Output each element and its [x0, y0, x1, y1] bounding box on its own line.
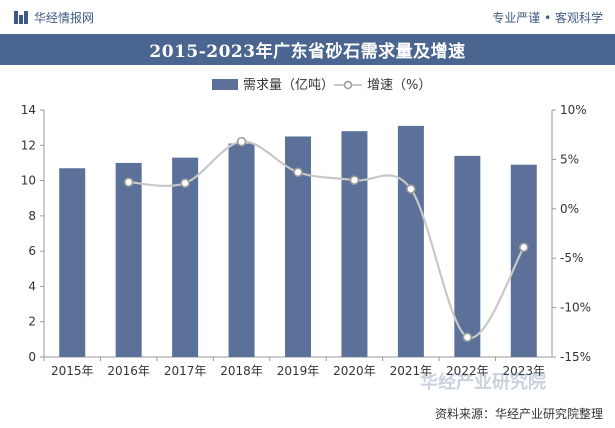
x-tick-label: 2023年 — [503, 364, 546, 378]
growth-point-2018年 — [236, 136, 247, 147]
growth-point-2019年 — [293, 167, 303, 178]
tagline: 专业严谨 • 客观科学 — [492, 11, 603, 25]
x-tick-label: 2015年 — [51, 364, 94, 378]
y-right-tick-label: 10% — [560, 103, 587, 117]
x-tick-label: 2021年 — [390, 364, 433, 378]
x-tick-label: 2022年 — [446, 364, 489, 378]
x-tick-label: 2016年 — [107, 364, 150, 378]
legend-label-growth: 增速（%） — [367, 78, 431, 93]
header-bar: 华经情报网 专业严谨 • 客观科学 — [0, 0, 615, 34]
growth-point-2017年 — [180, 178, 190, 188]
x-tick-label: 2020年 — [333, 364, 376, 378]
brand-name: 华经情报网 — [34, 11, 95, 25]
y-left-tick-label: 4 — [28, 279, 36, 293]
bar-2016年 — [115, 162, 142, 357]
growth-point-2016年 — [123, 177, 134, 187]
bar-2015年 — [59, 168, 86, 357]
y-right-tick-label: -15% — [560, 350, 591, 364]
chart-title: 2015-2023年广东省砂石需求量及增速 — [149, 42, 466, 62]
x-tick-label: 2018年 — [220, 364, 263, 378]
chart: 需求量（亿吨） 增速（%） 0 2 4 6 8 10 12 14 -15% -10% -5% 0% 5% 10… — [21, 78, 591, 378]
growth-point-2023年 — [518, 242, 529, 253]
bar-2017年 — [172, 157, 199, 357]
y-left-tick-label: 6 — [28, 244, 36, 258]
y-left-tick-label: 14 — [21, 103, 36, 117]
bar-2023年 — [510, 164, 537, 357]
bar-2022年 — [454, 155, 481, 357]
legend-marker-growth — [343, 80, 353, 90]
x-tick-label: 2017年 — [164, 364, 207, 378]
watermark: 华经产业研究院 — [420, 372, 546, 393]
x-tick-label: 2019年 — [277, 364, 320, 378]
source-note: 资料来源：华经产业研究院整理 — [434, 407, 603, 421]
y-right-tick-label: 5% — [560, 152, 579, 166]
y-right-tick-label: 0% — [560, 202, 579, 216]
y-left-tick-label: 2 — [28, 315, 36, 329]
growth-point-2022年 — [462, 332, 473, 343]
title-bar: 2015-2023年广东省砂石需求量及增速 — [0, 34, 615, 65]
y-left-tick-label: 8 — [28, 209, 36, 223]
brand: 华经情报网 — [14, 9, 94, 26]
legend-swatch-demand — [212, 79, 238, 90]
brand-logo-icon — [14, 11, 28, 24]
y-left-tick-label: 12 — [21, 138, 36, 152]
growth-point-2021年 — [406, 184, 416, 194]
growth-point-2020年 — [349, 175, 360, 185]
y-right-tick-label: -10% — [560, 301, 591, 315]
y-right-tick-label: -5% — [560, 251, 583, 265]
y-left-tick-label: 0 — [28, 350, 36, 364]
legend-label-demand: 需求量（亿吨） — [243, 78, 334, 93]
bar-2021年 — [397, 125, 424, 357]
bar-2020年 — [341, 131, 368, 357]
bar-2018年 — [228, 143, 255, 357]
y-left-tick-label: 10 — [21, 174, 36, 188]
